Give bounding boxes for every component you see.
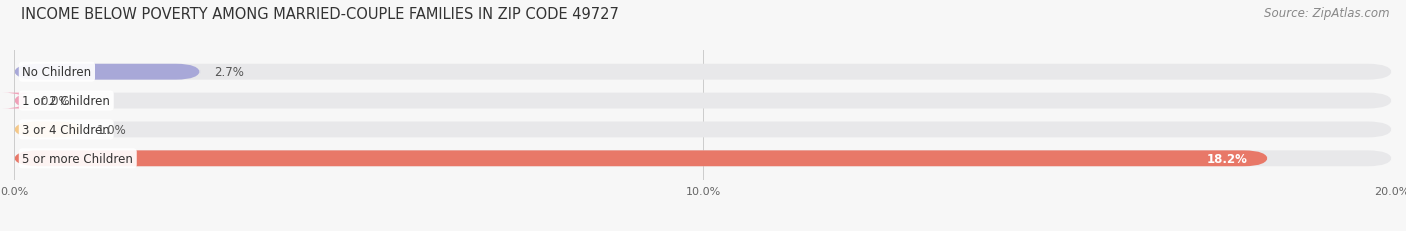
Text: Source: ZipAtlas.com: Source: ZipAtlas.com	[1264, 7, 1389, 20]
FancyBboxPatch shape	[14, 151, 1392, 167]
Text: 18.2%: 18.2%	[1206, 152, 1247, 165]
FancyBboxPatch shape	[3, 93, 38, 109]
FancyBboxPatch shape	[14, 122, 1392, 138]
FancyBboxPatch shape	[14, 64, 1392, 80]
FancyBboxPatch shape	[14, 151, 1268, 167]
Text: 1.0%: 1.0%	[97, 123, 127, 136]
Text: 1 or 2 Children: 1 or 2 Children	[22, 95, 110, 108]
Text: 0.0%: 0.0%	[41, 95, 70, 108]
FancyBboxPatch shape	[14, 64, 200, 80]
Text: 3 or 4 Children: 3 or 4 Children	[22, 123, 110, 136]
Text: 2.7%: 2.7%	[214, 66, 243, 79]
Text: No Children: No Children	[22, 66, 91, 79]
FancyBboxPatch shape	[14, 93, 1392, 109]
FancyBboxPatch shape	[14, 122, 83, 138]
Text: INCOME BELOW POVERTY AMONG MARRIED-COUPLE FAMILIES IN ZIP CODE 49727: INCOME BELOW POVERTY AMONG MARRIED-COUPL…	[21, 7, 619, 22]
Text: 5 or more Children: 5 or more Children	[22, 152, 134, 165]
